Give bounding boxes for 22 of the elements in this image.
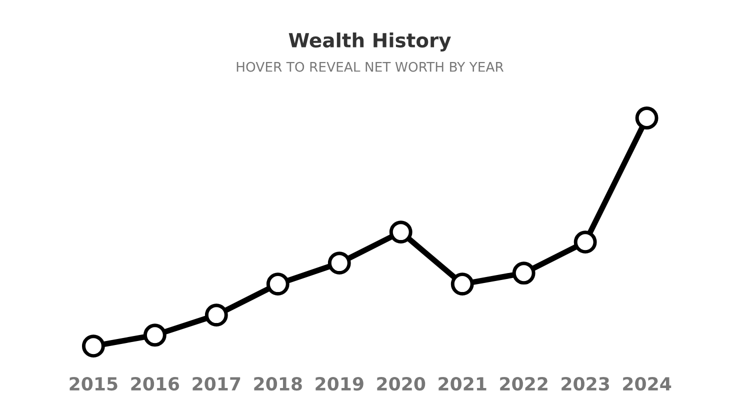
point — [266, 272, 290, 296]
point — [450, 272, 474, 296]
x-tick-label: 2024 — [623, 376, 672, 391]
x-tick-label: 2019 — [316, 376, 364, 391]
chart-title: Wealth History — [288, 32, 451, 52]
x-tick-label: 2020 — [377, 376, 426, 391]
x-tick-label: 2018 — [254, 376, 302, 391]
x-tick-label: 2021 — [438, 376, 486, 391]
point — [512, 262, 536, 285]
point — [635, 106, 658, 130]
point — [143, 324, 166, 347]
point — [204, 304, 228, 327]
point — [328, 252, 351, 275]
point — [389, 220, 412, 244]
x-tick-label: 2023 — [562, 376, 610, 391]
point — [574, 230, 597, 254]
point — [82, 334, 105, 358]
x-tick-label: 2016 — [131, 376, 180, 391]
chart-subtitle: HOVER TO REVEAL NET WORTH BY YEAR — [236, 62, 504, 72]
x-tick-label: 2017 — [192, 376, 240, 391]
x-tick-label: 2015 — [70, 376, 118, 391]
x-tick-label: 2022 — [500, 376, 548, 391]
